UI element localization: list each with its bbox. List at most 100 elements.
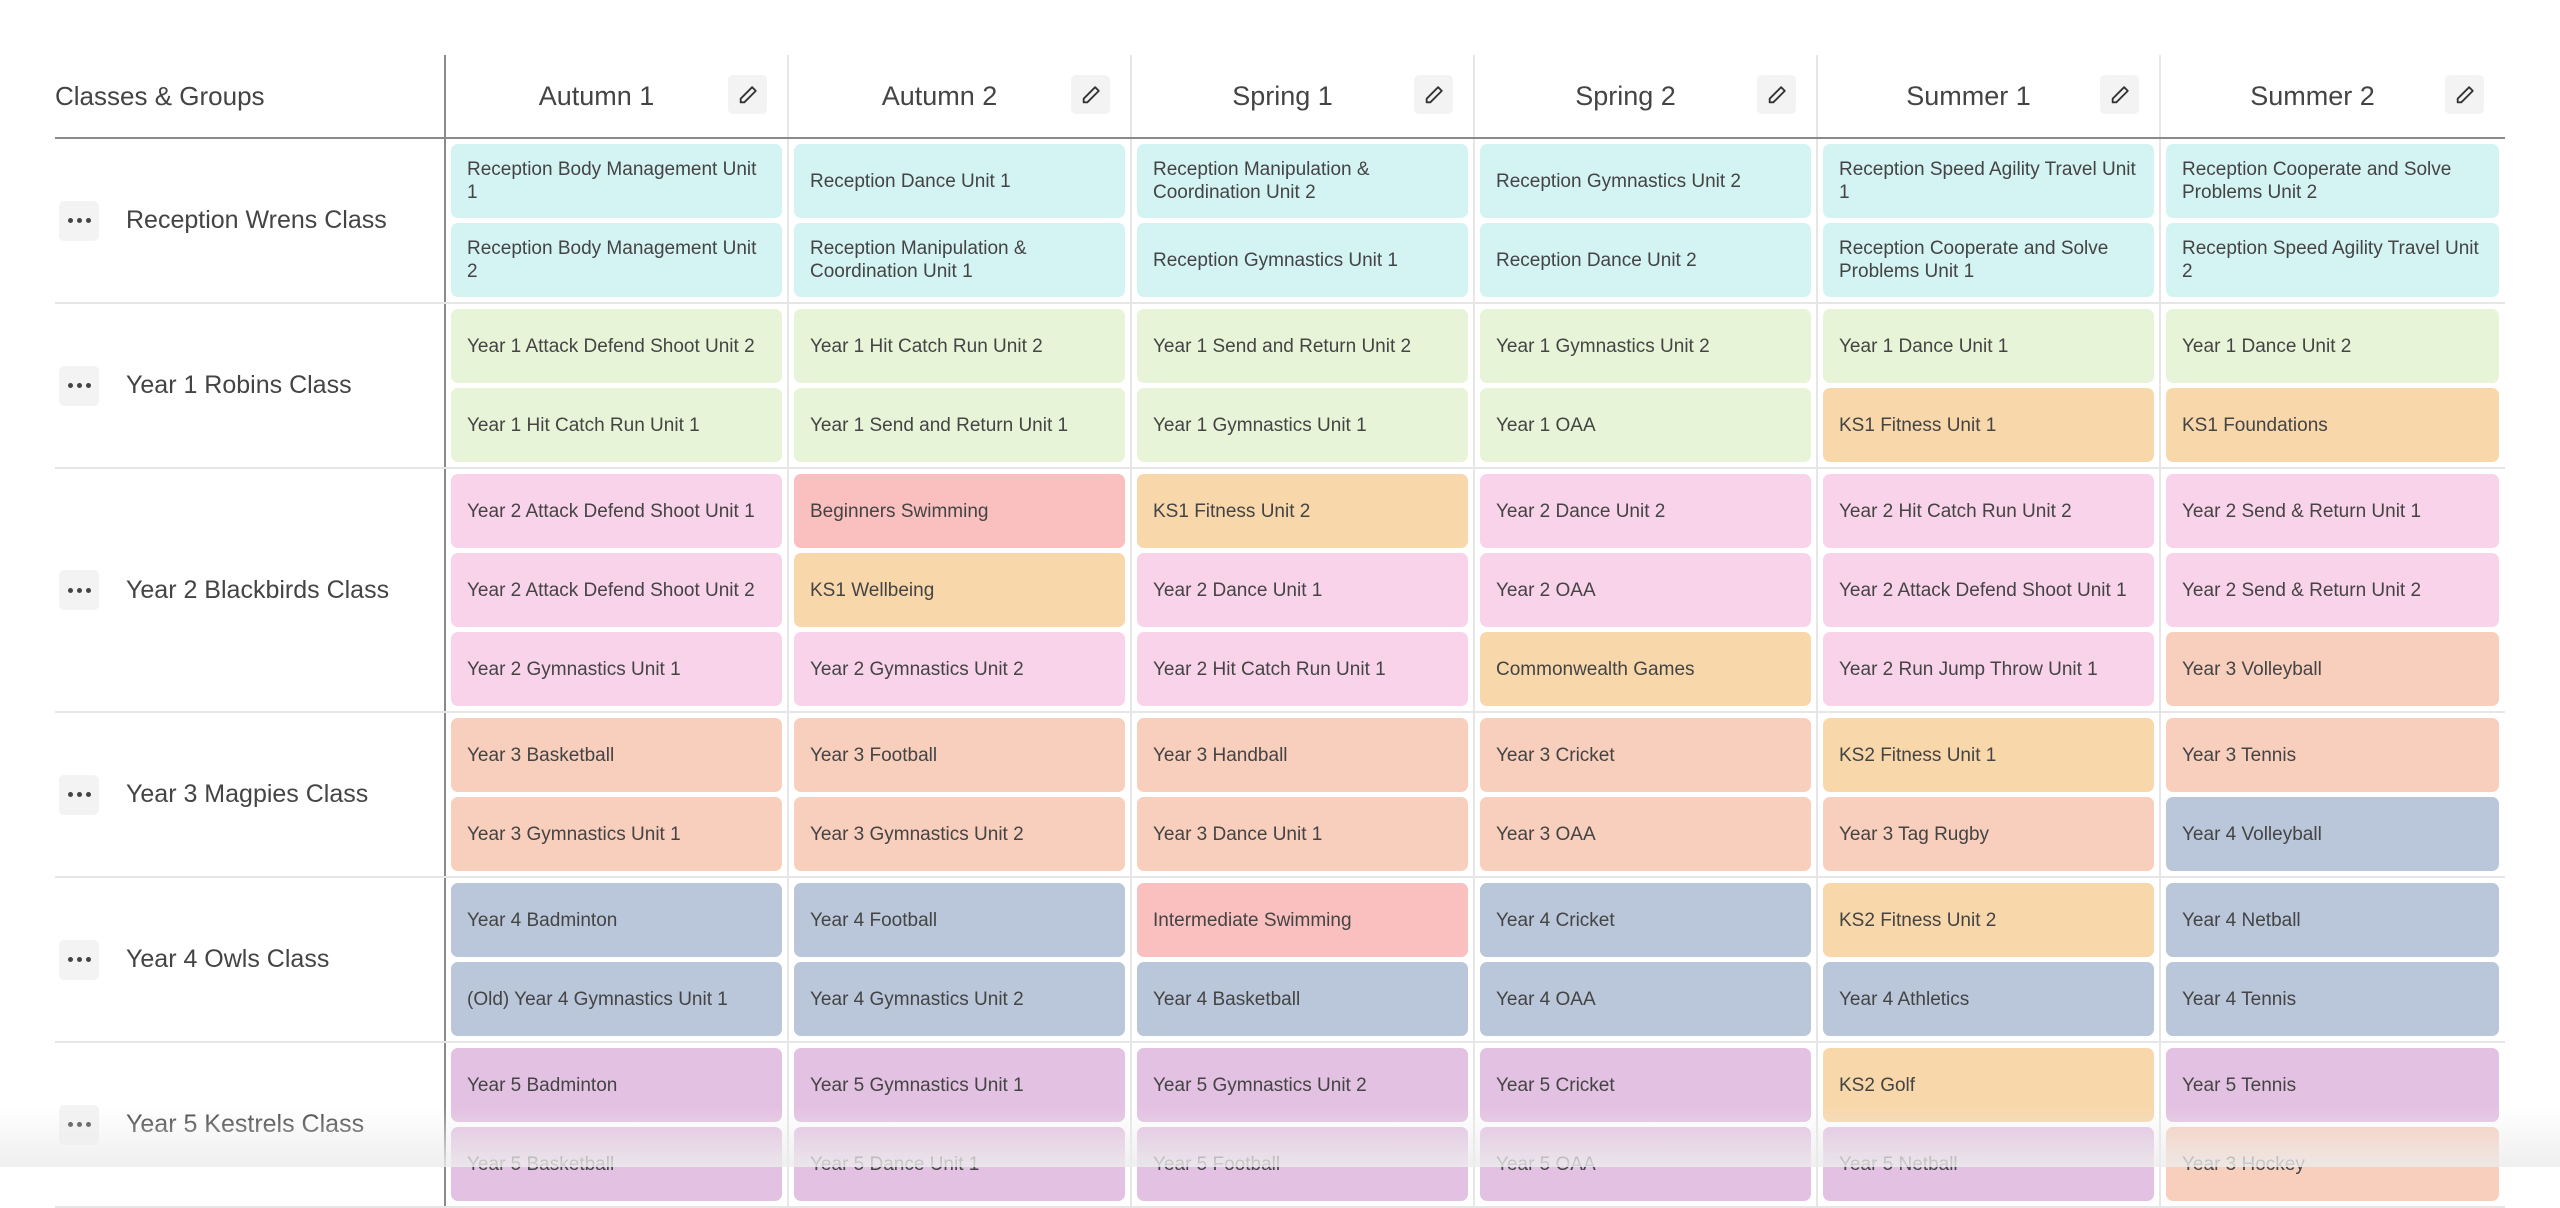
unit-card[interactable]: Year 3 Basketball <box>451 718 782 792</box>
unit-card[interactable]: Year 4 Athletics <box>1823 962 2154 1036</box>
unit-card[interactable]: Year 1 Gymnastics Unit 1 <box>1137 388 1468 462</box>
unit-card[interactable]: Reception Speed Agility Travel Unit 1 <box>1823 144 2154 218</box>
unit-card[interactable]: Reception Speed Agility Travel Unit 2 <box>2166 223 2499 297</box>
unit-card[interactable]: Year 4 OAA <box>1480 962 1811 1036</box>
unit-card[interactable]: Year 1 Send and Return Unit 1 <box>794 388 1125 462</box>
term-cell: Reception Dance Unit 1 Reception Manipula… <box>789 139 1132 302</box>
unit-card[interactable]: Year 1 Attack Defend Shoot Unit 2 <box>451 309 782 383</box>
unit-card[interactable]: KS2 Fitness Unit 1 <box>1823 718 2154 792</box>
class-options-button[interactable] <box>59 570 99 610</box>
unit-card[interactable]: Reception Gymnastics Unit 1 <box>1137 223 1468 297</box>
unit-card[interactable]: Reception Gymnastics Unit 2 <box>1480 144 1811 218</box>
unit-card[interactable]: Reception Cooperate and Solve Problems U… <box>2166 144 2499 218</box>
unit-card[interactable]: Year 2 Hit Catch Run Unit 2 <box>1823 474 2154 548</box>
class-options-button[interactable] <box>59 939 99 980</box>
unit-card[interactable]: Year 3 Gymnastics Unit 1 <box>451 797 782 871</box>
unit-card[interactable]: KS1 Fitness Unit 1 <box>1823 388 2154 462</box>
class-options-button[interactable] <box>59 774 99 815</box>
unit-card[interactable]: Year 3 Handball <box>1137 718 1468 792</box>
unit-card[interactable]: Year 3 Gymnastics Unit 2 <box>794 797 1125 871</box>
unit-card[interactable]: KS1 Fitness Unit 2 <box>1137 474 1468 548</box>
unit-card[interactable]: Year 3 Tag Rugby <box>1823 797 2154 871</box>
unit-card[interactable]: KS2 Fitness Unit 2 <box>1823 883 2154 957</box>
unit-card[interactable]: Year 2 Hit Catch Run Unit 1 <box>1137 632 1468 706</box>
unit-label: KS2 Fitness Unit 1 <box>1839 744 1997 766</box>
unit-card[interactable]: Year 2 Send & Return Unit 1 <box>2166 474 2499 548</box>
unit-card[interactable]: Intermediate Swimming <box>1137 883 1468 957</box>
unit-card[interactable]: Year 5 Gymnastics Unit 1 <box>794 1048 1125 1122</box>
unit-card[interactable]: Reception Dance Unit 1 <box>794 144 1125 218</box>
unit-card[interactable]: Year 2 Send & Return Unit 2 <box>2166 553 2499 627</box>
unit-card[interactable]: Year 3 Dance Unit 1 <box>1137 797 1468 871</box>
class-row: Year 2 Blackbirds Class Year 2 Attack Def… <box>55 469 2505 713</box>
unit-card[interactable]: Year 4 Cricket <box>1480 883 1811 957</box>
unit-card[interactable]: Year 4 Basketball <box>1137 962 1468 1036</box>
unit-card[interactable]: Year 1 Hit Catch Run Unit 1 <box>451 388 782 462</box>
unit-card[interactable]: Reception Dance Unit 2 <box>1480 223 1811 297</box>
unit-card[interactable]: Year 3 Hockey <box>2166 1127 2499 1201</box>
curriculum-planner-grid: Classes & Groups Autumn 1 Autumn 2 Sprin… <box>55 55 2505 1208</box>
unit-card[interactable]: Reception Manipulation & Coordination Un… <box>794 223 1125 297</box>
class-options-button[interactable] <box>59 200 99 241</box>
unit-card[interactable]: Year 1 Gymnastics Unit 2 <box>1480 309 1811 383</box>
unit-card[interactable]: Year 5 Badminton <box>451 1048 782 1122</box>
edit-term-button[interactable] <box>2445 75 2484 114</box>
unit-card[interactable]: Year 2 OAA <box>1480 553 1811 627</box>
unit-card[interactable]: Year 3 Football <box>794 718 1125 792</box>
unit-card[interactable]: Year 1 Dance Unit 2 <box>2166 309 2499 383</box>
edit-term-button[interactable] <box>1757 75 1796 114</box>
unit-card[interactable]: Year 2 Gymnastics Unit 2 <box>794 632 1125 706</box>
unit-card[interactable]: Year 1 Dance Unit 1 <box>1823 309 2154 383</box>
unit-card[interactable]: Year 5 Dance Unit 1 <box>794 1127 1125 1201</box>
pencil-icon <box>1768 85 1786 103</box>
unit-card[interactable]: Reception Body Management Unit 1 <box>451 144 782 218</box>
unit-card[interactable]: Year 1 Send and Return Unit 2 <box>1137 309 1468 383</box>
unit-card[interactable]: KS2 Golf <box>1823 1048 2154 1122</box>
unit-card[interactable]: Year 5 Football <box>1137 1127 1468 1201</box>
edit-term-button[interactable] <box>1414 75 1453 114</box>
unit-card[interactable]: Year 3 Cricket <box>1480 718 1811 792</box>
unit-card[interactable]: Year 4 Tennis <box>2166 962 2499 1036</box>
unit-card[interactable]: Year 4 Gymnastics Unit 2 <box>794 962 1125 1036</box>
unit-card[interactable]: Year 3 Volleyball <box>2166 632 2499 706</box>
unit-card[interactable]: Year 1 OAA <box>1480 388 1811 462</box>
unit-card[interactable]: Year 2 Run Jump Throw Unit 1 <box>1823 632 2154 706</box>
unit-card[interactable]: Year 5 Cricket <box>1480 1048 1811 1122</box>
unit-card[interactable]: Year 2 Dance Unit 1 <box>1137 553 1468 627</box>
edit-term-button[interactable] <box>1071 75 1110 114</box>
unit-card[interactable]: Year 2 Gymnastics Unit 1 <box>451 632 782 706</box>
unit-card[interactable]: Year 4 Football <box>794 883 1125 957</box>
unit-card[interactable]: Year 1 Hit Catch Run Unit 2 <box>794 309 1125 383</box>
unit-card[interactable]: Commonwealth Games <box>1480 632 1811 706</box>
unit-card[interactable]: Year 3 OAA <box>1480 797 1811 871</box>
unit-card[interactable]: (Old) Year 4 Gymnastics Unit 1 <box>451 962 782 1036</box>
unit-card[interactable]: Year 4 Badminton <box>451 883 782 957</box>
unit-card[interactable]: KS1 Foundations <box>2166 388 2499 462</box>
unit-card[interactable]: Beginners Swimming <box>794 474 1125 548</box>
unit-card[interactable]: Year 2 Attack Defend Shoot Unit 1 <box>451 474 782 548</box>
pencil-icon <box>2456 85 2474 103</box>
class-options-button[interactable] <box>59 365 99 406</box>
unit-card[interactable]: Reception Manipulation & Coordination Un… <box>1137 144 1468 218</box>
unit-card[interactable]: Year 5 Tennis <box>2166 1048 2499 1122</box>
unit-card[interactable]: Reception Cooperate and Solve Problems U… <box>1823 223 2154 297</box>
term-cell: Year 3 Handball Year 3 Dance Unit 1 <box>1132 713 1475 876</box>
unit-card[interactable]: Year 5 Netball <box>1823 1127 2154 1201</box>
class-name: Year 3 Magpies Class <box>126 780 369 808</box>
edit-term-button[interactable] <box>2100 75 2139 114</box>
unit-card[interactable]: Year 3 Tennis <box>2166 718 2499 792</box>
unit-card[interactable]: Year 5 OAA <box>1480 1127 1811 1201</box>
unit-card[interactable]: Year 5 Gymnastics Unit 2 <box>1137 1048 1468 1122</box>
unit-card[interactable]: Year 2 Dance Unit 2 <box>1480 474 1811 548</box>
edit-term-button[interactable] <box>728 75 767 114</box>
term-cell: Reception Manipulation & Coordination Un… <box>1132 139 1475 302</box>
unit-card[interactable]: Year 2 Attack Defend Shoot Unit 2 <box>451 553 782 627</box>
unit-card[interactable]: Year 4 Volleyball <box>2166 797 2499 871</box>
class-options-button[interactable] <box>59 1104 99 1145</box>
unit-card[interactable]: KS1 Wellbeing <box>794 553 1125 627</box>
unit-card[interactable]: Year 4 Netball <box>2166 883 2499 957</box>
unit-card[interactable]: Year 2 Attack Defend Shoot Unit 1 <box>1823 553 2154 627</box>
term-cell: KS2 Golf Year 5 Netball <box>1818 1043 2161 1206</box>
unit-card[interactable]: Year 5 Basketball <box>451 1127 782 1201</box>
unit-card[interactable]: Reception Body Management Unit 2 <box>451 223 782 297</box>
